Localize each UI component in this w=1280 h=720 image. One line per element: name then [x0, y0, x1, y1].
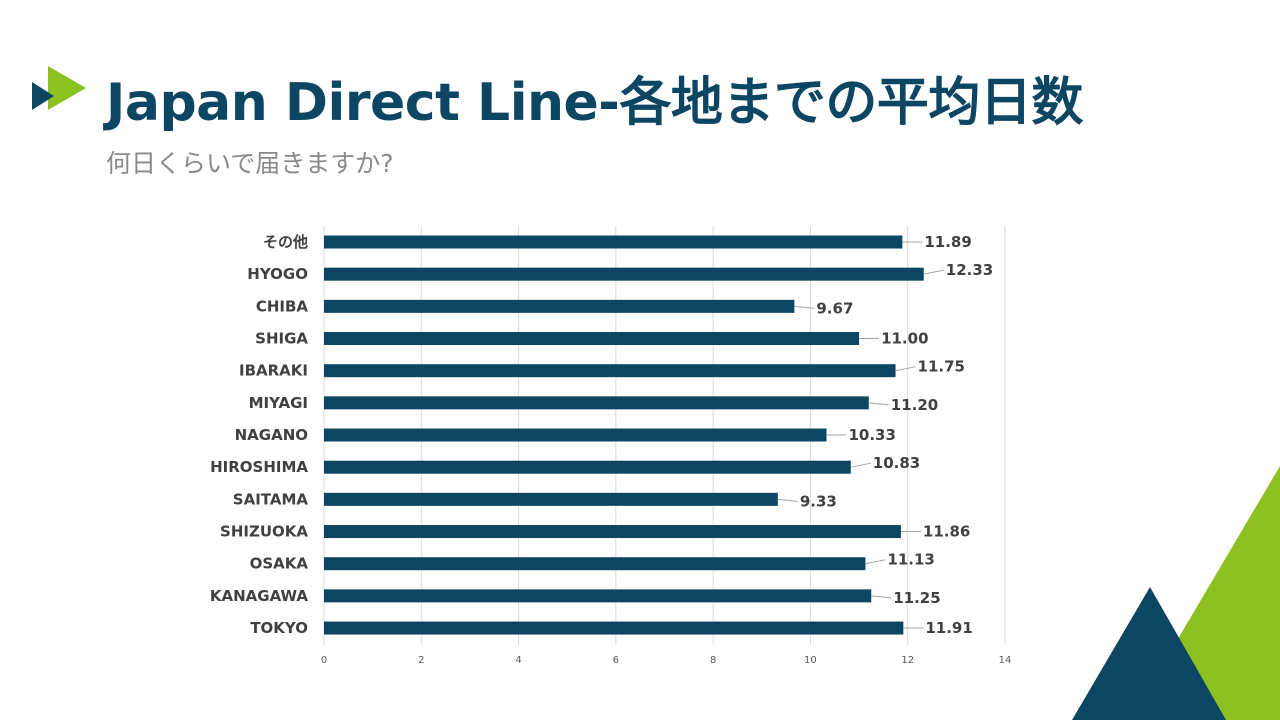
- category-label: その他: [263, 233, 308, 251]
- leader-line: [895, 366, 916, 372]
- x-axis-ticks: 0 2 4 6 8 10 12 14: [321, 655, 1012, 666]
- bar: [324, 332, 860, 346]
- value-label: 11.89: [924, 233, 971, 251]
- bar: [324, 460, 851, 474]
- logo-arrow-icon: [32, 66, 86, 110]
- value-label: 11.75: [918, 358, 965, 376]
- bar: [324, 267, 924, 281]
- value-label: 11.25: [893, 589, 940, 607]
- page-subtitle: 何日くらいで届きますか?: [106, 149, 394, 178]
- value-labels: 11.89 12.33 9.67 11.00 11.75 11.20 10.33 10.83 9…: [800, 233, 993, 637]
- x-tick-label: 8: [710, 655, 716, 666]
- category-label: IBARAKI: [239, 362, 308, 380]
- category-label: HYOGO: [247, 265, 308, 283]
- bar: [324, 525, 901, 539]
- value-label: 9.33: [800, 492, 837, 510]
- value-label: 10.33: [848, 426, 895, 444]
- x-tick-label: 10: [804, 655, 817, 666]
- category-label: SHIGA: [255, 330, 308, 348]
- category-label: OSAKA: [250, 555, 309, 573]
- x-tick-label: 14: [999, 655, 1012, 666]
- leader-line: [777, 498, 798, 502]
- value-label: 11.91: [925, 619, 972, 637]
- value-label: 11.00: [881, 330, 928, 348]
- category-label: MIYAGI: [249, 394, 308, 412]
- bar: [324, 492, 778, 506]
- bar: [324, 235, 903, 249]
- bar: [324, 396, 869, 410]
- bar: [324, 428, 827, 442]
- bar: [324, 621, 904, 635]
- value-label: 10.83: [873, 454, 920, 472]
- leader-line: [868, 402, 889, 406]
- category-labels: その他 HYOGO CHIBA SHIGA IBARAKI MIYAGI NAGANO HIR…: [210, 233, 309, 637]
- bar: [324, 557, 866, 571]
- logo-navy-triangle: [32, 82, 54, 110]
- category-label: KANAGAWA: [210, 587, 309, 605]
- x-tick-label: 4: [515, 655, 521, 666]
- bar: [324, 364, 896, 378]
- leader-line: [871, 595, 892, 599]
- bar: [324, 589, 872, 603]
- value-label: 11.86: [923, 523, 970, 541]
- value-label: 12.33: [946, 261, 993, 279]
- bar: [324, 299, 795, 313]
- category-label: HIROSHIMA: [210, 458, 308, 476]
- page-title: Japan Direct Line-各地までの平均日数: [106, 73, 1083, 133]
- leader-line: [794, 305, 815, 309]
- leader-line: [923, 269, 944, 275]
- logo-green-triangle: [48, 66, 86, 110]
- category-label: SHIZUOKA: [220, 523, 308, 541]
- value-label: 11.13: [887, 551, 934, 569]
- leader-line: [865, 559, 886, 565]
- x-tick-label: 0: [321, 655, 327, 666]
- category-label: NAGANO: [235, 426, 308, 444]
- category-label: SAITAMA: [233, 490, 309, 508]
- value-label: 11.20: [891, 396, 938, 414]
- bars: [324, 235, 924, 635]
- leader-lines: [777, 241, 944, 629]
- x-tick-label: 12: [901, 655, 914, 666]
- value-label: 9.67: [816, 299, 853, 317]
- leader-line: [850, 462, 871, 468]
- x-tick-label: 6: [613, 655, 619, 666]
- deco-navy-triangle: [1072, 587, 1226, 720]
- category-label: TOKYO: [250, 619, 308, 637]
- category-label: CHIBA: [256, 297, 309, 315]
- x-tick-label: 2: [418, 655, 424, 666]
